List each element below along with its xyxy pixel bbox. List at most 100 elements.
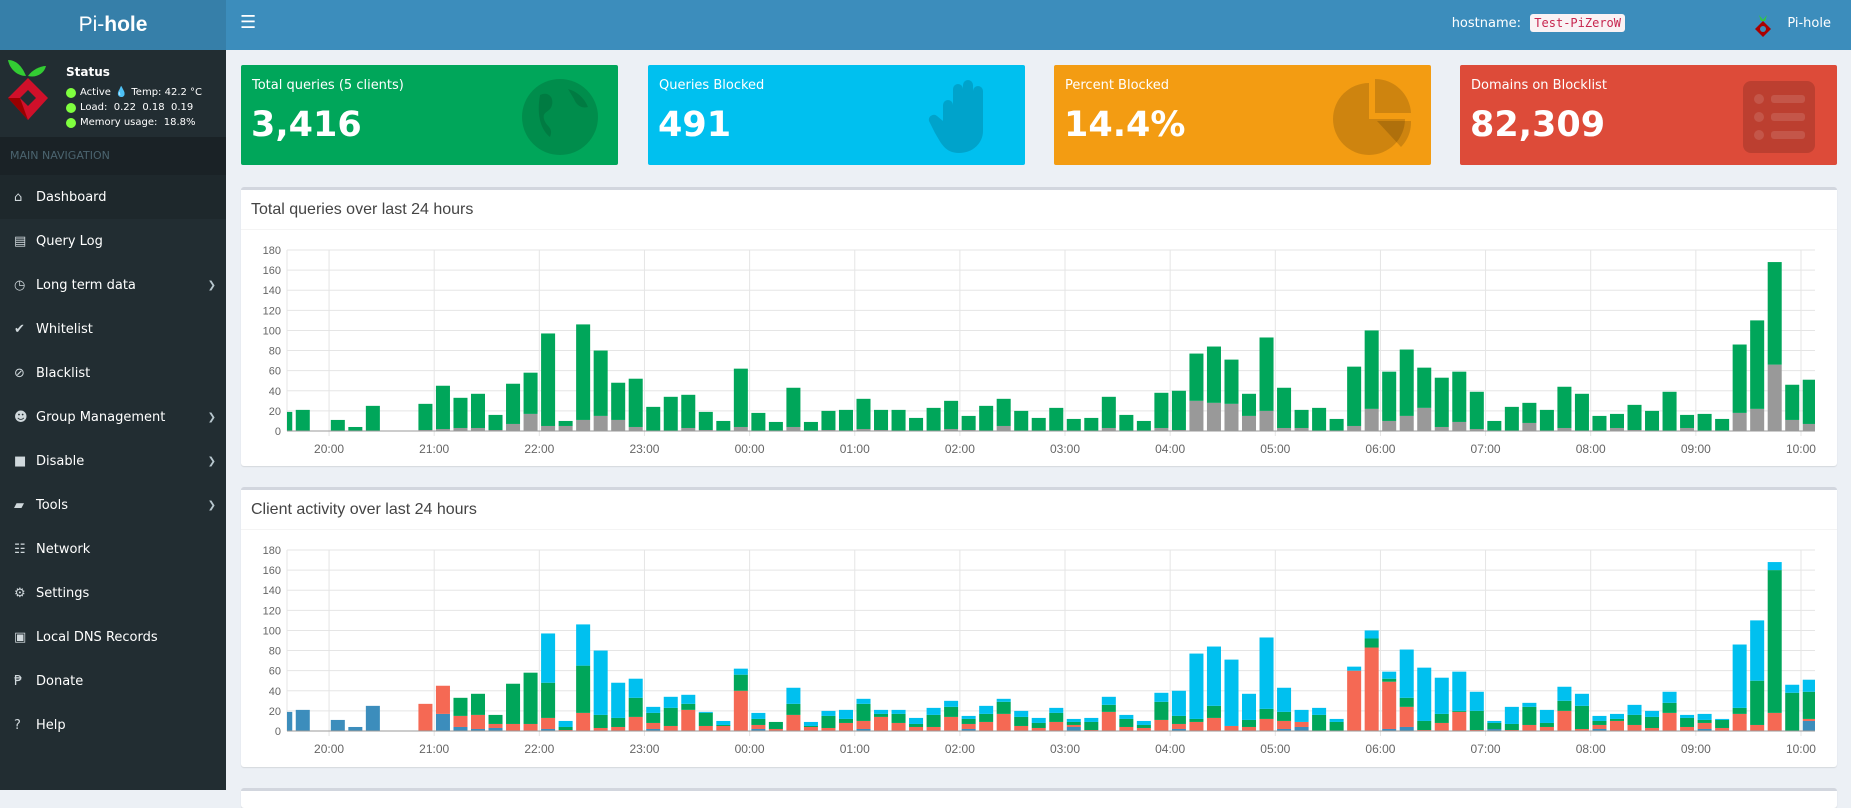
bar-segment [1136, 720, 1151, 725]
bar-segment [944, 400, 959, 429]
bar-segment [1382, 728, 1397, 731]
address-book-icon: ▣ [14, 629, 27, 645]
client-activity-chart-box: Client activity over last 24 hours 0 20 40… [241, 487, 1837, 767]
bar-segment [1645, 710, 1660, 717]
bar-segment [1802, 691, 1815, 719]
bar-segment [435, 385, 450, 429]
bar-segment [786, 687, 801, 704]
x-tick-label: 22:00 [524, 742, 554, 756]
sidebar-item-tools[interactable]: ▰ Tools ❯ [0, 483, 226, 527]
bar-segment [1014, 710, 1029, 717]
x-tick-label: 20:00 [314, 742, 344, 756]
bar-segment [348, 426, 363, 431]
pihole-user-logo-icon[interactable] [1753, 13, 1773, 37]
bar-segment [1382, 371, 1397, 421]
bar-segment [1557, 427, 1572, 431]
bar-segment [1645, 410, 1660, 431]
bar-segment [856, 703, 871, 721]
bar-segment [418, 403, 433, 430]
x-tick-label: 07:00 [1471, 742, 1501, 756]
bar-segment [821, 727, 836, 731]
sidebar-item-disable[interactable]: ■ Disable ❯ [0, 439, 226, 483]
bar-segment [1662, 391, 1677, 431]
bar-segment [1767, 364, 1782, 431]
client-activity-chart[interactable]: 0 20 40 60 80 100 120 140 160 180 20:00 21:00 22:00 2… [241, 530, 1837, 767]
globe-icon [522, 79, 598, 155]
stop-icon: ■ [14, 453, 27, 469]
bar-segment [909, 726, 924, 731]
bar-segment [1609, 413, 1624, 428]
bar-segment [1504, 406, 1519, 431]
stat-box-1: Queries Blocked 491 [648, 65, 1025, 165]
sidebar-item-dashboard[interactable]: ⌂ Dashboard [0, 175, 226, 219]
sidebar-item-whitelist[interactable]: ✔ Whitelist [0, 307, 226, 351]
bar-segment [1242, 719, 1257, 727]
bar-segment [1189, 721, 1204, 731]
x-tick-label: 03:00 [1050, 442, 1080, 456]
check-circle-icon: ✔ [14, 321, 25, 337]
bar-segment [1259, 708, 1274, 719]
x-tick-label: 00:00 [735, 442, 765, 456]
bar-segment [856, 698, 871, 704]
sidebar-item-long-term-data[interactable]: ◷ Long term data ❯ [0, 263, 226, 307]
bar-segment [488, 414, 503, 430]
hostname-value: Test-PiZeroW [1530, 14, 1625, 32]
app-logo[interactable]: Pi-hole [0, 0, 226, 50]
bar-segment [803, 726, 818, 731]
bar-segment [1031, 717, 1046, 723]
bar-segment [1154, 392, 1169, 428]
bar-segment [961, 728, 976, 731]
bar-segment [1101, 711, 1116, 731]
question-circle-icon: ? [14, 717, 21, 733]
nav-header: MAIN NAVIGATION [0, 137, 226, 175]
x-tick-label: 22:00 [524, 442, 554, 456]
bar-segment [1680, 717, 1695, 727]
sidebar-item-settings[interactable]: ⚙ Settings [0, 571, 226, 615]
bar-segment [628, 697, 643, 717]
sidebar-item-query-log[interactable]: ▤ Query Log [0, 219, 226, 263]
bar-segment [681, 709, 696, 731]
bar-segment [838, 709, 853, 719]
sidebar-item-local-dns-records[interactable]: ▣ Local DNS Records [0, 615, 226, 659]
bar-segment [646, 722, 661, 729]
bar-segment [1294, 409, 1309, 428]
bar-segment [1189, 718, 1204, 722]
bar-segment [1347, 425, 1362, 431]
bar-segment [593, 714, 608, 728]
bar-segment [733, 368, 748, 427]
bar-segment [593, 415, 608, 431]
total-queries-chart[interactable]: 0 20 40 60 80 100 120 140 160 180 20:00 21:00 22:00 2… [241, 230, 1837, 466]
bar-segment [1802, 423, 1815, 431]
bar-segment [1206, 717, 1221, 731]
bar-segment [488, 429, 503, 431]
sidebar-item-blacklist[interactable]: ⊘ Blacklist [0, 351, 226, 395]
sidebar-item-donate[interactable]: ₱ Donate [0, 659, 226, 703]
sidebar-item-network[interactable]: ☷ Network [0, 527, 226, 571]
sidebar-toggle-icon[interactable]: ☰ [240, 12, 257, 33]
bar-segment [979, 713, 994, 722]
bar-segment [1469, 428, 1484, 431]
sidebar-item-group-management[interactable]: ☻ Group Management ❯ [0, 395, 226, 439]
y-tick-label: 40 [269, 386, 281, 398]
bar-segment [576, 419, 591, 431]
bar-segment [944, 716, 959, 731]
bar-segment [646, 406, 661, 431]
bar-segment [1750, 724, 1765, 731]
user-menu[interactable]: Pi-hole [1787, 16, 1831, 31]
bar-segment [435, 685, 450, 714]
bar-segment [803, 421, 818, 431]
sidebar-item-label: Network [36, 541, 91, 557]
bar-segment [470, 693, 486, 715]
bar-segment [1557, 700, 1572, 711]
sidebar-item-help[interactable]: ? Help [0, 703, 226, 747]
bar-segment [1680, 414, 1695, 428]
logo-text-light: Pi- [78, 13, 105, 36]
chevron-down-icon: ❯ [207, 279, 216, 291]
bar-segment [488, 714, 503, 724]
bar-segment [1557, 710, 1572, 731]
bar-segment [1504, 706, 1519, 724]
bar-segment [803, 721, 818, 726]
y-tick-label: 20 [269, 706, 281, 718]
bar-segment [1469, 729, 1484, 731]
bar-segment [698, 429, 713, 431]
